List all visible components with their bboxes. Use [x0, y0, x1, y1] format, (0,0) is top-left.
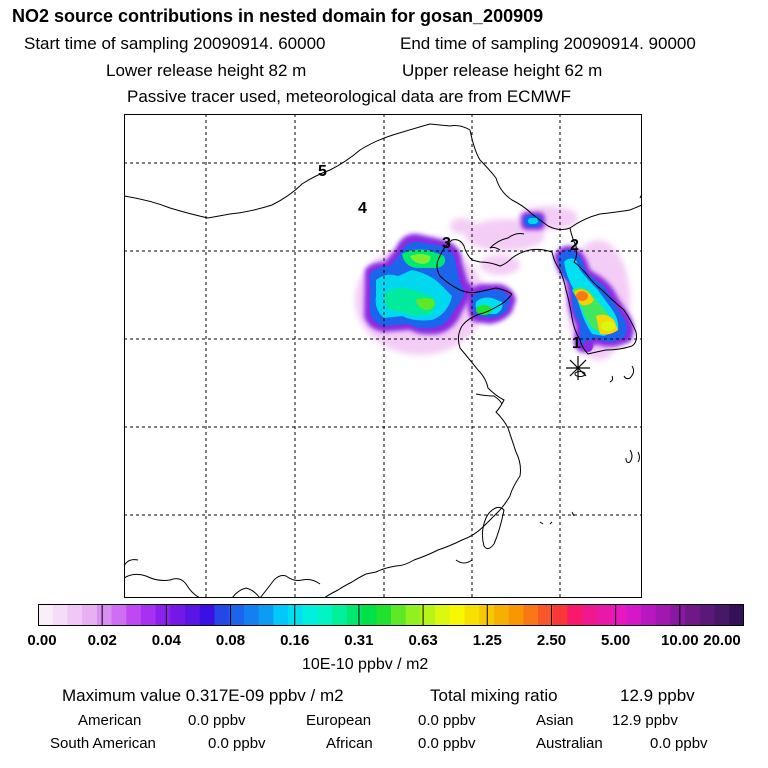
colorbar-swatch [567, 604, 583, 626]
colorbar-swatch [523, 604, 539, 626]
lower-release-height-label: Lower release height 82 m [106, 61, 307, 80]
lat-lon-grid [124, 114, 642, 598]
colorbar-tick-label: 0.16 [280, 632, 310, 649]
australian-value: 0.0 ppbv [650, 735, 708, 752]
region-label-5: 5 [318, 163, 327, 180]
asian-value: 12.9 ppbv [612, 712, 678, 729]
colorbar-swatch [111, 604, 127, 626]
colorbar-swatch [52, 604, 69, 626]
colorbar-tick-label: 0.02 [87, 632, 117, 649]
colorbar-tick-label: 20.00 [703, 632, 741, 649]
colorbar-swatch [38, 604, 54, 626]
max-value-label: Maximum value 0.317E-09 ppbv / m2 [62, 686, 344, 705]
korea-plume [554, 245, 634, 353]
european-label: European [306, 712, 372, 729]
colorbar-swatch [229, 604, 245, 626]
coastlines [124, 123, 642, 598]
end-time-label: End time of sampling 20090914. 90000 [400, 34, 696, 53]
map-background [124, 114, 642, 598]
colorbar [38, 604, 744, 626]
colorbar-swatch [199, 604, 216, 626]
colorbar-unit: 10E-10 ppbv / m2 [302, 656, 429, 673]
colorbar-swatch [641, 604, 657, 626]
colorbar-swatch [538, 604, 554, 626]
map-frame [124, 114, 642, 598]
colorbar-swatch [317, 604, 333, 626]
colorbar-swatch [729, 604, 744, 626]
colorbar-frame [38, 604, 744, 626]
map-panel: 1 2 3 4 5 [124, 114, 642, 598]
start-time-label: Start time of sampling 20090914. 60000 [24, 34, 326, 53]
upper-release-height-label: Upper release height 62 m [402, 61, 603, 80]
colorbar-swatch [361, 604, 377, 626]
colorbar-swatch [332, 604, 348, 626]
colorbar-tick-label: 1.25 [472, 632, 502, 649]
region-label-1: 1 [572, 335, 581, 352]
african-label: African [326, 735, 373, 752]
colorbar-swatch [626, 604, 642, 626]
colorbar-tick-label: 0.31 [344, 632, 374, 649]
colorbar-swatch [464, 604, 480, 626]
page-title: NO2 source contributions in nested domai… [12, 6, 544, 26]
total-mixing-label: Total mixing ratio [430, 686, 558, 705]
colorbar-swatch [140, 604, 157, 626]
colorbar-swatch [273, 604, 289, 626]
colorbar-swatch [67, 604, 83, 626]
colorbar-swatch [96, 604, 113, 626]
colorbar-swatch [611, 604, 627, 626]
colorbar-swatch [185, 604, 201, 626]
colorbar-swatch [82, 604, 98, 626]
colorbar-tick-label: 0.04 [151, 632, 181, 649]
colorbar-swatch [243, 604, 260, 626]
asterisk-icon [566, 356, 590, 380]
asian-label: Asian [536, 712, 574, 729]
colorbar-swatch [346, 604, 363, 626]
colorbar-swatch [258, 604, 274, 626]
colorbar-swatch [435, 604, 451, 626]
colorbar-swatch [214, 604, 230, 626]
colorbar-swatch [126, 604, 142, 626]
region-label-3: 3 [442, 235, 451, 252]
south-american-label: South American [50, 735, 156, 752]
colorbar-swatch [670, 604, 686, 626]
african-value: 0.0 ppbv [418, 735, 476, 752]
colorbar-swatch [699, 604, 716, 626]
total-mixing-value: 12.9 ppbv [620, 686, 695, 705]
colorbar-swatch [288, 604, 304, 626]
american-label: American [78, 712, 142, 729]
colorbar-swatch [655, 604, 672, 626]
colorbar-swatch [508, 604, 524, 626]
colorbar-swatch [493, 604, 510, 626]
colorbar-swatch [302, 604, 319, 626]
colorbar-swatch [449, 604, 466, 626]
colorbar-swatch [170, 604, 186, 626]
colorbar-swatch [582, 604, 598, 626]
colorbar-swatch [552, 604, 569, 626]
region-label-2: 2 [570, 237, 579, 254]
australian-label: Australian [536, 735, 603, 752]
colorbar-swatch [405, 604, 422, 626]
colorbar-tick-label: 5.00 [600, 632, 631, 649]
colorbar-tick-label: 10.00 [661, 632, 699, 649]
american-value: 0.0 ppbv [188, 712, 246, 729]
colorbar-swatch [596, 604, 613, 626]
tracer-info-label: Passive tracer used, meteorological data… [127, 87, 572, 106]
colorbar-swatch [155, 604, 171, 626]
colorbar-tick-label: 0.63 [408, 632, 438, 649]
european-value: 0.0 ppbv [418, 712, 476, 729]
colorbar-tick-label: 0.00 [27, 632, 57, 649]
colorbar-swatch [376, 604, 392, 626]
colorbar-swatch [391, 604, 407, 626]
west-plume [364, 233, 474, 335]
colorbar-tick-label: 0.08 [215, 632, 246, 649]
colorbar-swatch [685, 604, 701, 626]
colorbar-swatch [714, 604, 730, 626]
south-american-value: 0.0 ppbv [208, 735, 266, 752]
region-label-4: 4 [358, 200, 367, 217]
colorbar-swatch [420, 604, 436, 626]
colorbar-tick-label: 2.50 [536, 632, 567, 649]
